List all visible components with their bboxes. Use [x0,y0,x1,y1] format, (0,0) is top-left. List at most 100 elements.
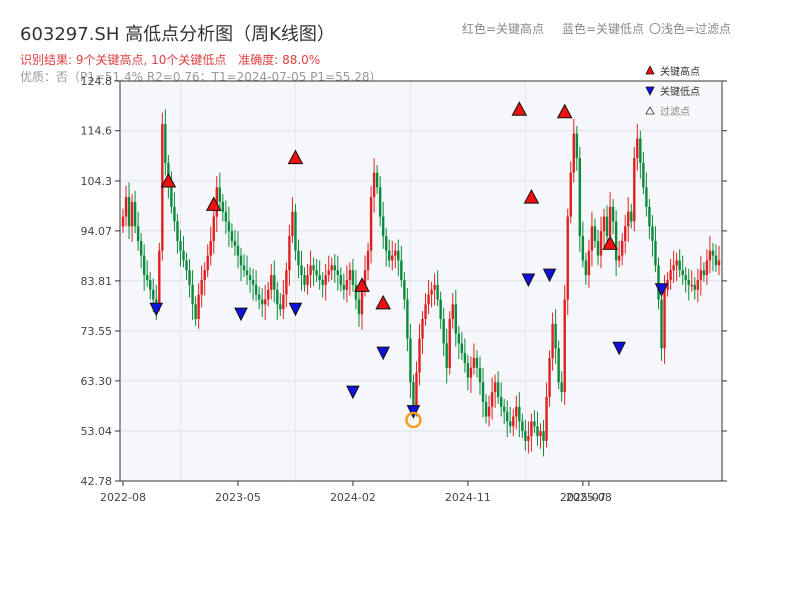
candle [197,283,200,329]
candle [545,382,548,448]
candle-body [472,358,476,368]
candle [206,244,209,278]
candle-body [339,275,343,285]
candle [678,249,681,278]
candle [149,272,152,300]
candle [596,229,600,266]
candle [285,262,288,308]
candle-body [188,270,191,285]
candle [273,260,276,303]
candle [224,200,228,235]
candle-body [209,240,212,256]
candle [475,350,479,378]
candle [330,257,333,280]
candle-body [548,358,551,398]
candle-body [466,362,470,378]
candle [251,268,255,301]
candle [463,338,467,373]
candle [176,213,179,254]
y-tick-label: 83.81 [81,275,113,288]
key-high-marker [354,277,370,292]
candle [179,229,182,267]
candle-body [366,250,370,271]
candle-body [164,123,167,163]
candle-body [381,216,385,237]
candle [427,279,430,315]
key-high-marker [523,189,540,204]
candle [372,158,376,213]
candle-body [711,250,715,256]
candle-body [651,226,654,241]
candle [708,236,712,274]
candle-body [257,294,261,300]
candle [590,211,594,267]
candle-body [605,216,609,237]
candle-body [121,216,125,227]
candle-body [572,133,575,173]
candle [642,151,645,195]
key-low-marker [376,346,390,361]
candle-body [633,158,636,222]
candle-body [391,255,394,261]
y-tick-label: 94.07 [81,225,113,238]
candle-body [436,284,439,300]
candle [297,239,300,279]
candle-body [433,284,436,290]
candle [436,270,439,307]
candle-body [430,289,433,295]
candle-body [245,270,249,276]
candle [493,374,497,408]
candle [136,211,140,251]
x-tick-label: 2024-02 [330,491,376,504]
candle-body [406,299,409,339]
candle-body [690,284,693,287]
candle [260,288,264,318]
legend-low-label: 关键低点 [660,85,700,98]
candle-body [288,236,291,271]
candle-body [342,284,346,290]
candle-body [672,265,675,271]
candle [693,277,696,300]
candle [312,257,315,286]
candle [303,267,306,292]
candle-body [663,289,666,349]
candle-body [127,197,131,227]
candle-body [557,348,560,383]
candle-body [530,421,533,437]
candle-body [454,304,457,334]
candle [170,171,173,214]
candle [245,255,249,285]
candle-body [248,275,252,280]
candle-body [233,240,237,246]
candle-body [173,206,176,222]
candle-body [536,426,539,437]
candle [651,215,654,257]
candle-body [427,294,430,305]
candle-body [515,406,518,417]
candle-body [149,279,152,290]
candle [409,323,412,398]
candle [469,356,473,394]
candle [236,231,240,269]
candle-body [451,304,454,319]
candle-body [279,304,282,310]
candle-body [596,240,600,256]
candle [617,240,621,268]
x-tick-label: 2022-08 [100,491,146,504]
candle [400,245,403,287]
candle [351,259,355,292]
candle-body [394,250,397,256]
candle-body [139,240,143,256]
candle [218,172,222,209]
candle [560,371,563,402]
candle [318,260,321,290]
candle-body [521,421,524,432]
candle [624,215,627,254]
candle-body [236,245,240,256]
candle [472,343,476,375]
candle-body [481,382,485,402]
candle-body [487,406,491,417]
key-low-marker [288,302,303,317]
candle-body [581,236,585,261]
